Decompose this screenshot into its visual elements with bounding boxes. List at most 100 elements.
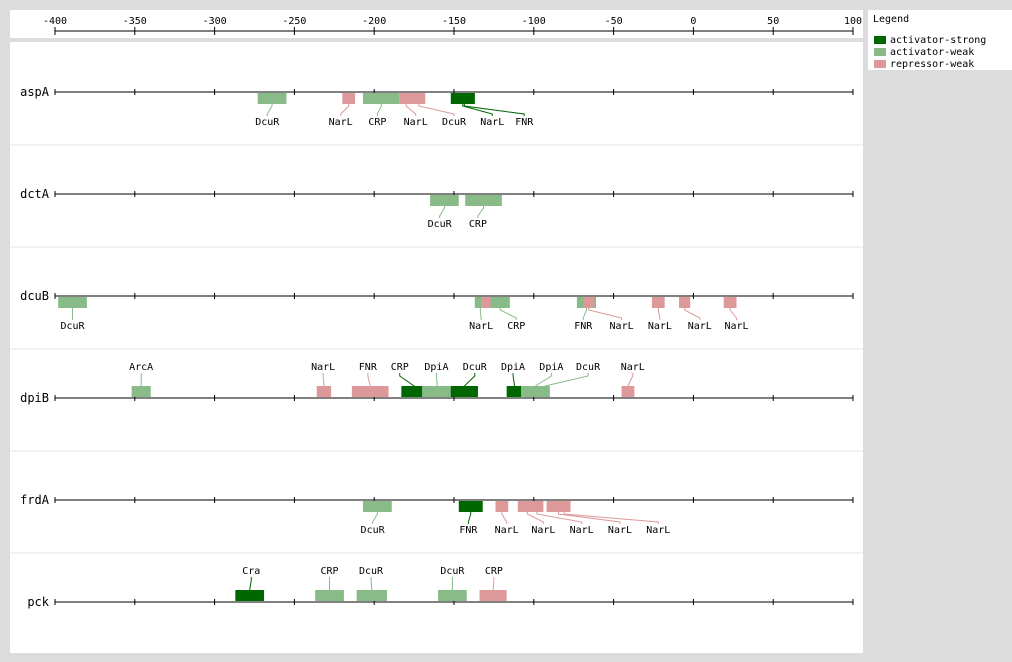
site-label: NarL [469,321,493,332]
site-connector [340,104,350,116]
site-label: DcuR [61,321,86,332]
binding-site-crp [315,590,344,601]
binding-site-dpia [422,386,453,397]
site-label: DcuR [440,566,465,577]
site-connector [439,206,445,218]
binding-site-narl [557,501,571,512]
site-connector [370,577,373,591]
binding-site-crp [479,590,507,601]
site-label: FNR [359,362,378,373]
binding-site-dcur [450,386,478,397]
site-label: DcuR [576,362,601,373]
site-connector [501,512,508,524]
binding-site-narl [530,501,544,512]
site-label: NarL [480,117,504,128]
axis-tick-label: -400 [43,16,67,27]
binding-site-dpia [506,386,523,397]
legend: Legend activator-strong activator-weak r… [868,10,1012,70]
site-label: CRP [391,362,409,373]
binding-site-dpia [521,386,550,397]
binding-site-dcur [540,386,550,397]
binding-site-dcur [58,297,87,308]
site-label: CRP [368,117,386,128]
gene-label-dctA: dctA [20,187,50,201]
site-label: DpiA [501,362,525,373]
binding-site-dcur [257,93,287,104]
site-connector [462,104,493,116]
site-label: DcuR [361,525,386,536]
axis-tick-label: 0 [690,16,696,27]
binding-site-arca [131,386,151,397]
binding-site-crp [401,386,427,397]
site-label: NarL [724,321,748,332]
site-connector [367,373,371,387]
binding-site-narl [651,297,665,308]
binding-site-fnr [458,501,483,512]
site-connector [729,308,737,320]
site-connector [399,373,415,387]
site-label: DcuR [463,362,488,373]
site-label: CRP [507,321,525,332]
legend-swatch [874,48,886,56]
binding-site-fnr [454,93,475,104]
site-connector [464,373,476,387]
gene-label-pck: pck [27,595,49,609]
axis-tick-label: -350 [123,16,147,27]
binding-site-crp [465,195,502,206]
legend-swatch [874,60,886,68]
site-label: CRP [469,219,487,230]
site-label: NarL [329,117,353,128]
site-connector [435,373,438,387]
site-connector [544,373,589,387]
site-connector [684,308,701,320]
axis-tick-label: -50 [605,16,623,27]
binding-site-narl [481,297,493,308]
axis-tick-label: 100 [844,16,862,27]
site-connector [512,373,516,387]
site-label: FNR [515,117,534,128]
binding-site-cra [235,590,265,601]
site-label: DcuR [442,117,467,128]
site-connector [376,104,382,116]
site-label: NarL [495,525,519,536]
gene-label-frdA: frdA [20,493,50,507]
binding-site-dcur [412,93,426,104]
site-label: DcuR [359,566,384,577]
binding-site-dcur [430,195,459,206]
binding-site-dcur [356,590,387,601]
site-connector [582,308,587,320]
site-connector [249,577,252,591]
site-connector [479,308,482,320]
axis-tick-label: -100 [522,16,546,27]
site-label: NarL [688,321,712,332]
binding-site-narl [399,93,413,104]
site-label: ArcA [129,362,153,373]
site-connector [322,373,325,387]
site-label: NarL [570,525,594,536]
binding-site-narl [583,297,595,308]
binding-site-narl [679,297,691,308]
site-label: FNR [459,525,478,536]
site-connector [627,373,634,387]
binding-site-narl [723,297,737,308]
site-connector [477,206,485,218]
site-label: DcuR [428,219,453,230]
site-connector [536,512,583,524]
binding-site-narl [474,297,486,308]
binding-site-dcur [438,590,467,601]
binding-site-narl [517,501,537,512]
site-connector [266,104,273,116]
site-label: FNR [574,321,593,332]
site-connector [558,512,621,524]
site-label: NarL [648,321,672,332]
site-connector [588,308,623,320]
binding-site-dcur [363,501,392,512]
legend-label: activator-weak [890,47,975,58]
gene-label-aspA: aspA [20,85,50,99]
legend-item-repressor-weak: repressor-weak [874,59,974,70]
site-connector [405,104,417,116]
site-label: NarL [621,362,645,373]
axis-tick-label: -150 [442,16,466,27]
binding-site-crp [363,93,400,104]
binding-site-narl [495,501,509,512]
